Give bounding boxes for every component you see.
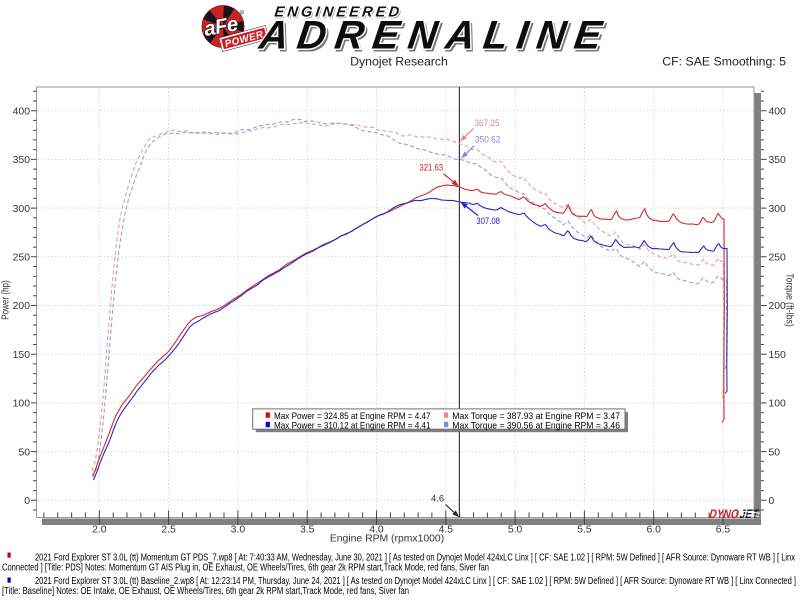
svg-text:3.5: 3.5 bbox=[300, 525, 315, 536]
svg-text:0: 0 bbox=[769, 496, 775, 507]
svg-text:CF: SAE Smoothing: 5: CF: SAE Smoothing: 5 bbox=[662, 55, 786, 69]
svg-text:DYNO: DYNO bbox=[708, 507, 741, 521]
svg-text:[Title: Baseline] Notes: OE I: [Title: Baseline] Notes: OE Intake, OE E… bbox=[2, 586, 409, 597]
svg-text:250: 250 bbox=[769, 253, 787, 264]
svg-text:100: 100 bbox=[13, 399, 31, 410]
svg-text:350.62: 350.62 bbox=[475, 133, 500, 144]
svg-text:50: 50 bbox=[18, 447, 30, 458]
svg-text:6.0: 6.0 bbox=[646, 525, 661, 536]
svg-text:R: R bbox=[241, 11, 244, 15]
svg-text:4.6: 4.6 bbox=[431, 493, 444, 504]
svg-text:Power (hp): Power (hp) bbox=[1, 280, 12, 320]
svg-text:367.25: 367.25 bbox=[475, 117, 500, 128]
svg-text:3.0: 3.0 bbox=[231, 525, 246, 536]
svg-text:300: 300 bbox=[13, 204, 31, 215]
svg-text:ENGINEERED: ENGINEERED bbox=[273, 5, 403, 21]
svg-text:150: 150 bbox=[769, 350, 787, 361]
svg-text:Connected ] [Title: PDS] Note: Connected ] [Title: PDS] Notes: Momentum… bbox=[2, 562, 489, 573]
svg-text:400: 400 bbox=[13, 106, 31, 117]
svg-text:350: 350 bbox=[13, 155, 31, 166]
svg-text:300: 300 bbox=[769, 204, 787, 215]
svg-text:200: 200 bbox=[13, 301, 31, 312]
svg-text:50: 50 bbox=[769, 447, 781, 458]
svg-text:150: 150 bbox=[13, 350, 31, 361]
svg-text:Max Torque = 387.93 at Engine: Max Torque = 387.93 at Engine RPM = 3.47 bbox=[452, 411, 620, 422]
svg-text:4.0: 4.0 bbox=[369, 525, 384, 536]
svg-text:2021 Ford Explorer ST 3.0L (tt: 2021 Ford Explorer ST 3.0L (tt) Momentum… bbox=[35, 553, 795, 564]
svg-text:2.5: 2.5 bbox=[161, 525, 176, 536]
svg-text:Max Power = 324.85 at Engine R: Max Power = 324.85 at Engine RPM = 4.47 bbox=[274, 411, 431, 422]
svg-text:307.08: 307.08 bbox=[476, 215, 500, 226]
svg-text:5.5: 5.5 bbox=[577, 525, 592, 536]
svg-text:5.0: 5.0 bbox=[508, 525, 523, 536]
svg-text:ADRENALINE: ADRENALINE bbox=[258, 15, 608, 60]
svg-text:350: 350 bbox=[769, 155, 787, 166]
svg-text:Engine RPM (rpmx1000): Engine RPM (rpmx1000) bbox=[330, 534, 444, 545]
svg-text:400: 400 bbox=[769, 106, 787, 117]
svg-text:Dynojet Research: Dynojet Research bbox=[350, 55, 448, 69]
svg-text:2021 Ford Explorer ST 3.0L (tt: 2021 Ford Explorer ST 3.0L (tt) Baseline… bbox=[35, 576, 796, 587]
svg-text:Max Power = 310.12 at Engine R: Max Power = 310.12 at Engine RPM = 4.41 bbox=[274, 420, 431, 431]
svg-text:250: 250 bbox=[13, 253, 31, 264]
svg-text:6.5: 6.5 bbox=[716, 525, 731, 536]
svg-text:100: 100 bbox=[769, 399, 787, 410]
svg-text:Torque (ft-lbs): Torque (ft-lbs) bbox=[784, 273, 795, 327]
svg-text:200: 200 bbox=[769, 301, 787, 312]
svg-text:2.0: 2.0 bbox=[92, 525, 107, 536]
svg-text:0: 0 bbox=[24, 496, 30, 507]
svg-text:ENGINEERED: ENGINEERED bbox=[275, 6, 405, 22]
svg-text:321.63: 321.63 bbox=[419, 162, 443, 173]
svg-text:4.5: 4.5 bbox=[439, 525, 454, 536]
svg-text:Max Torque = 390.56 at Engine: Max Torque = 390.56 at Engine RPM = 3.46 bbox=[452, 420, 620, 431]
svg-text:ADRENALINE: ADRENALINE bbox=[256, 13, 606, 58]
